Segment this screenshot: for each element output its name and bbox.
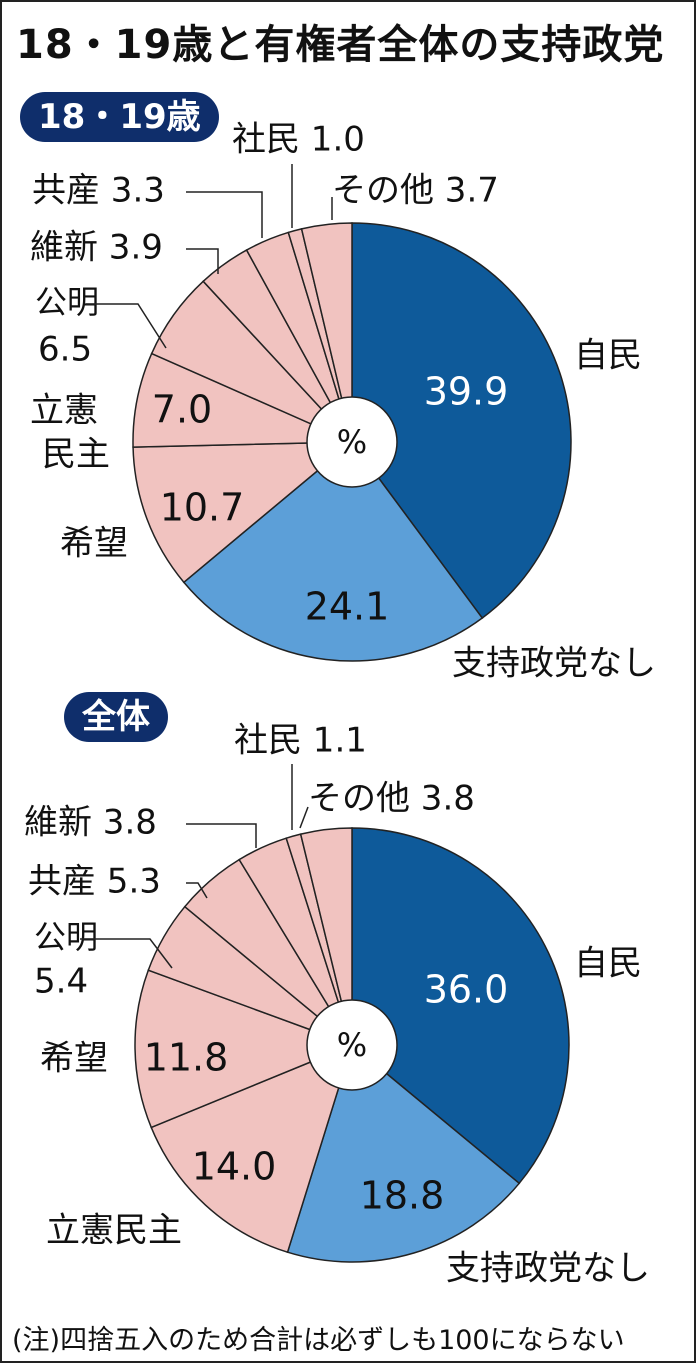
pie-1 [132, 222, 572, 662]
footnote: (注)四捨五入のため合計は必ずしも100にならない [12, 1325, 625, 1356]
pie-1-kyosan-leader-line [186, 191, 263, 238]
pie-2 [134, 827, 570, 1263]
pie-2-komei-name: 公明 [34, 918, 98, 956]
pie-1-slice-kibou [132, 441, 355, 584]
pie-2-komei-value: 5.4 [34, 962, 88, 1002]
pie-1-other-label: その他 3.7 [332, 171, 499, 211]
pie-1-slice-no-party [182, 440, 484, 662]
pie-1-ishin-leader-line [186, 248, 219, 274]
pie-2-ishin-label: 維新 3.8 [24, 803, 157, 843]
pie-2-percent-label: % [337, 1026, 367, 1064]
pie-2-slice-rikken [150, 1043, 354, 1254]
pie-1-komei-value: 6.5 [38, 330, 92, 370]
pie-1-shamin-label: 社民 1.0 [232, 120, 365, 160]
pie-1-rikken-name-line2: 民主 [42, 435, 110, 475]
pie-2-komei-leader-line [80, 938, 173, 969]
pie-1-jimin-name: 自民 [574, 336, 642, 376]
pie-1-percent-label: % [337, 423, 367, 461]
pie-1-rikken-name-line1: 立憲 [30, 391, 98, 431]
pie-2-slice-other [299, 827, 353, 1046]
pie-2-kibou-value: 11.8 [144, 1036, 229, 1080]
pie-2-no-party-value: 18.8 [360, 1174, 445, 1218]
pie-1-no-party-name: 支持政党なし [452, 644, 656, 684]
pie-2-kibou-name: 希望 [40, 1039, 108, 1079]
pie-2-other-leader-line [299, 806, 309, 829]
pie-1-komei-name: 公明 [35, 283, 99, 321]
pie-2-slice-no-party [286, 1043, 521, 1263]
pie-1-komei-leader-line [86, 303, 167, 349]
pie-1-kibou-name: 希望 [60, 524, 128, 564]
pie-1-badge: 18・19歳 [20, 92, 219, 142]
pie-2-jimin-value: 36.0 [424, 968, 509, 1012]
pie-1-slice-jimin [351, 222, 572, 620]
chart-title: 18・19歳と有権者全体の支持政党 [16, 22, 665, 68]
pie-1-rikken-value: 7.0 [152, 388, 212, 432]
pie-2-center-hole [306, 999, 398, 1091]
pie-2-other-label: その他 3.8 [308, 779, 475, 819]
pie-2-slice-jimin [351, 827, 570, 1185]
pie-1-kyosan-label: 共産 3.3 [32, 171, 165, 211]
pie-1-slice-other [300, 222, 353, 443]
pie-2-rikken-name: 立憲民主 [46, 1211, 182, 1251]
pie-1-kibou-value: 10.7 [160, 486, 245, 530]
pie-2-kyosan-leader-line [186, 882, 208, 899]
pie-2-no-party-name: 支持政党なし [446, 1249, 650, 1289]
pie-2-rikken-value: 14.0 [192, 1145, 277, 1189]
pie-1-ishin-label: 維新 3.9 [30, 228, 163, 268]
pie-2-slice-kibou [134, 969, 355, 1129]
pie-1-no-party-value: 24.1 [305, 585, 390, 629]
pie-1-center-hole [306, 396, 398, 488]
pie-2-badge: 全体 [64, 692, 168, 742]
pie-2-ishin-leader-line [186, 823, 257, 848]
pie-1-jimin-value: 39.9 [424, 370, 509, 414]
pie-2-shamin-label: 社民 1.1 [234, 721, 367, 761]
pie-2-jimin-name: 自民 [574, 944, 642, 984]
pie-2-kyosan-label: 共産 5.3 [28, 862, 161, 902]
